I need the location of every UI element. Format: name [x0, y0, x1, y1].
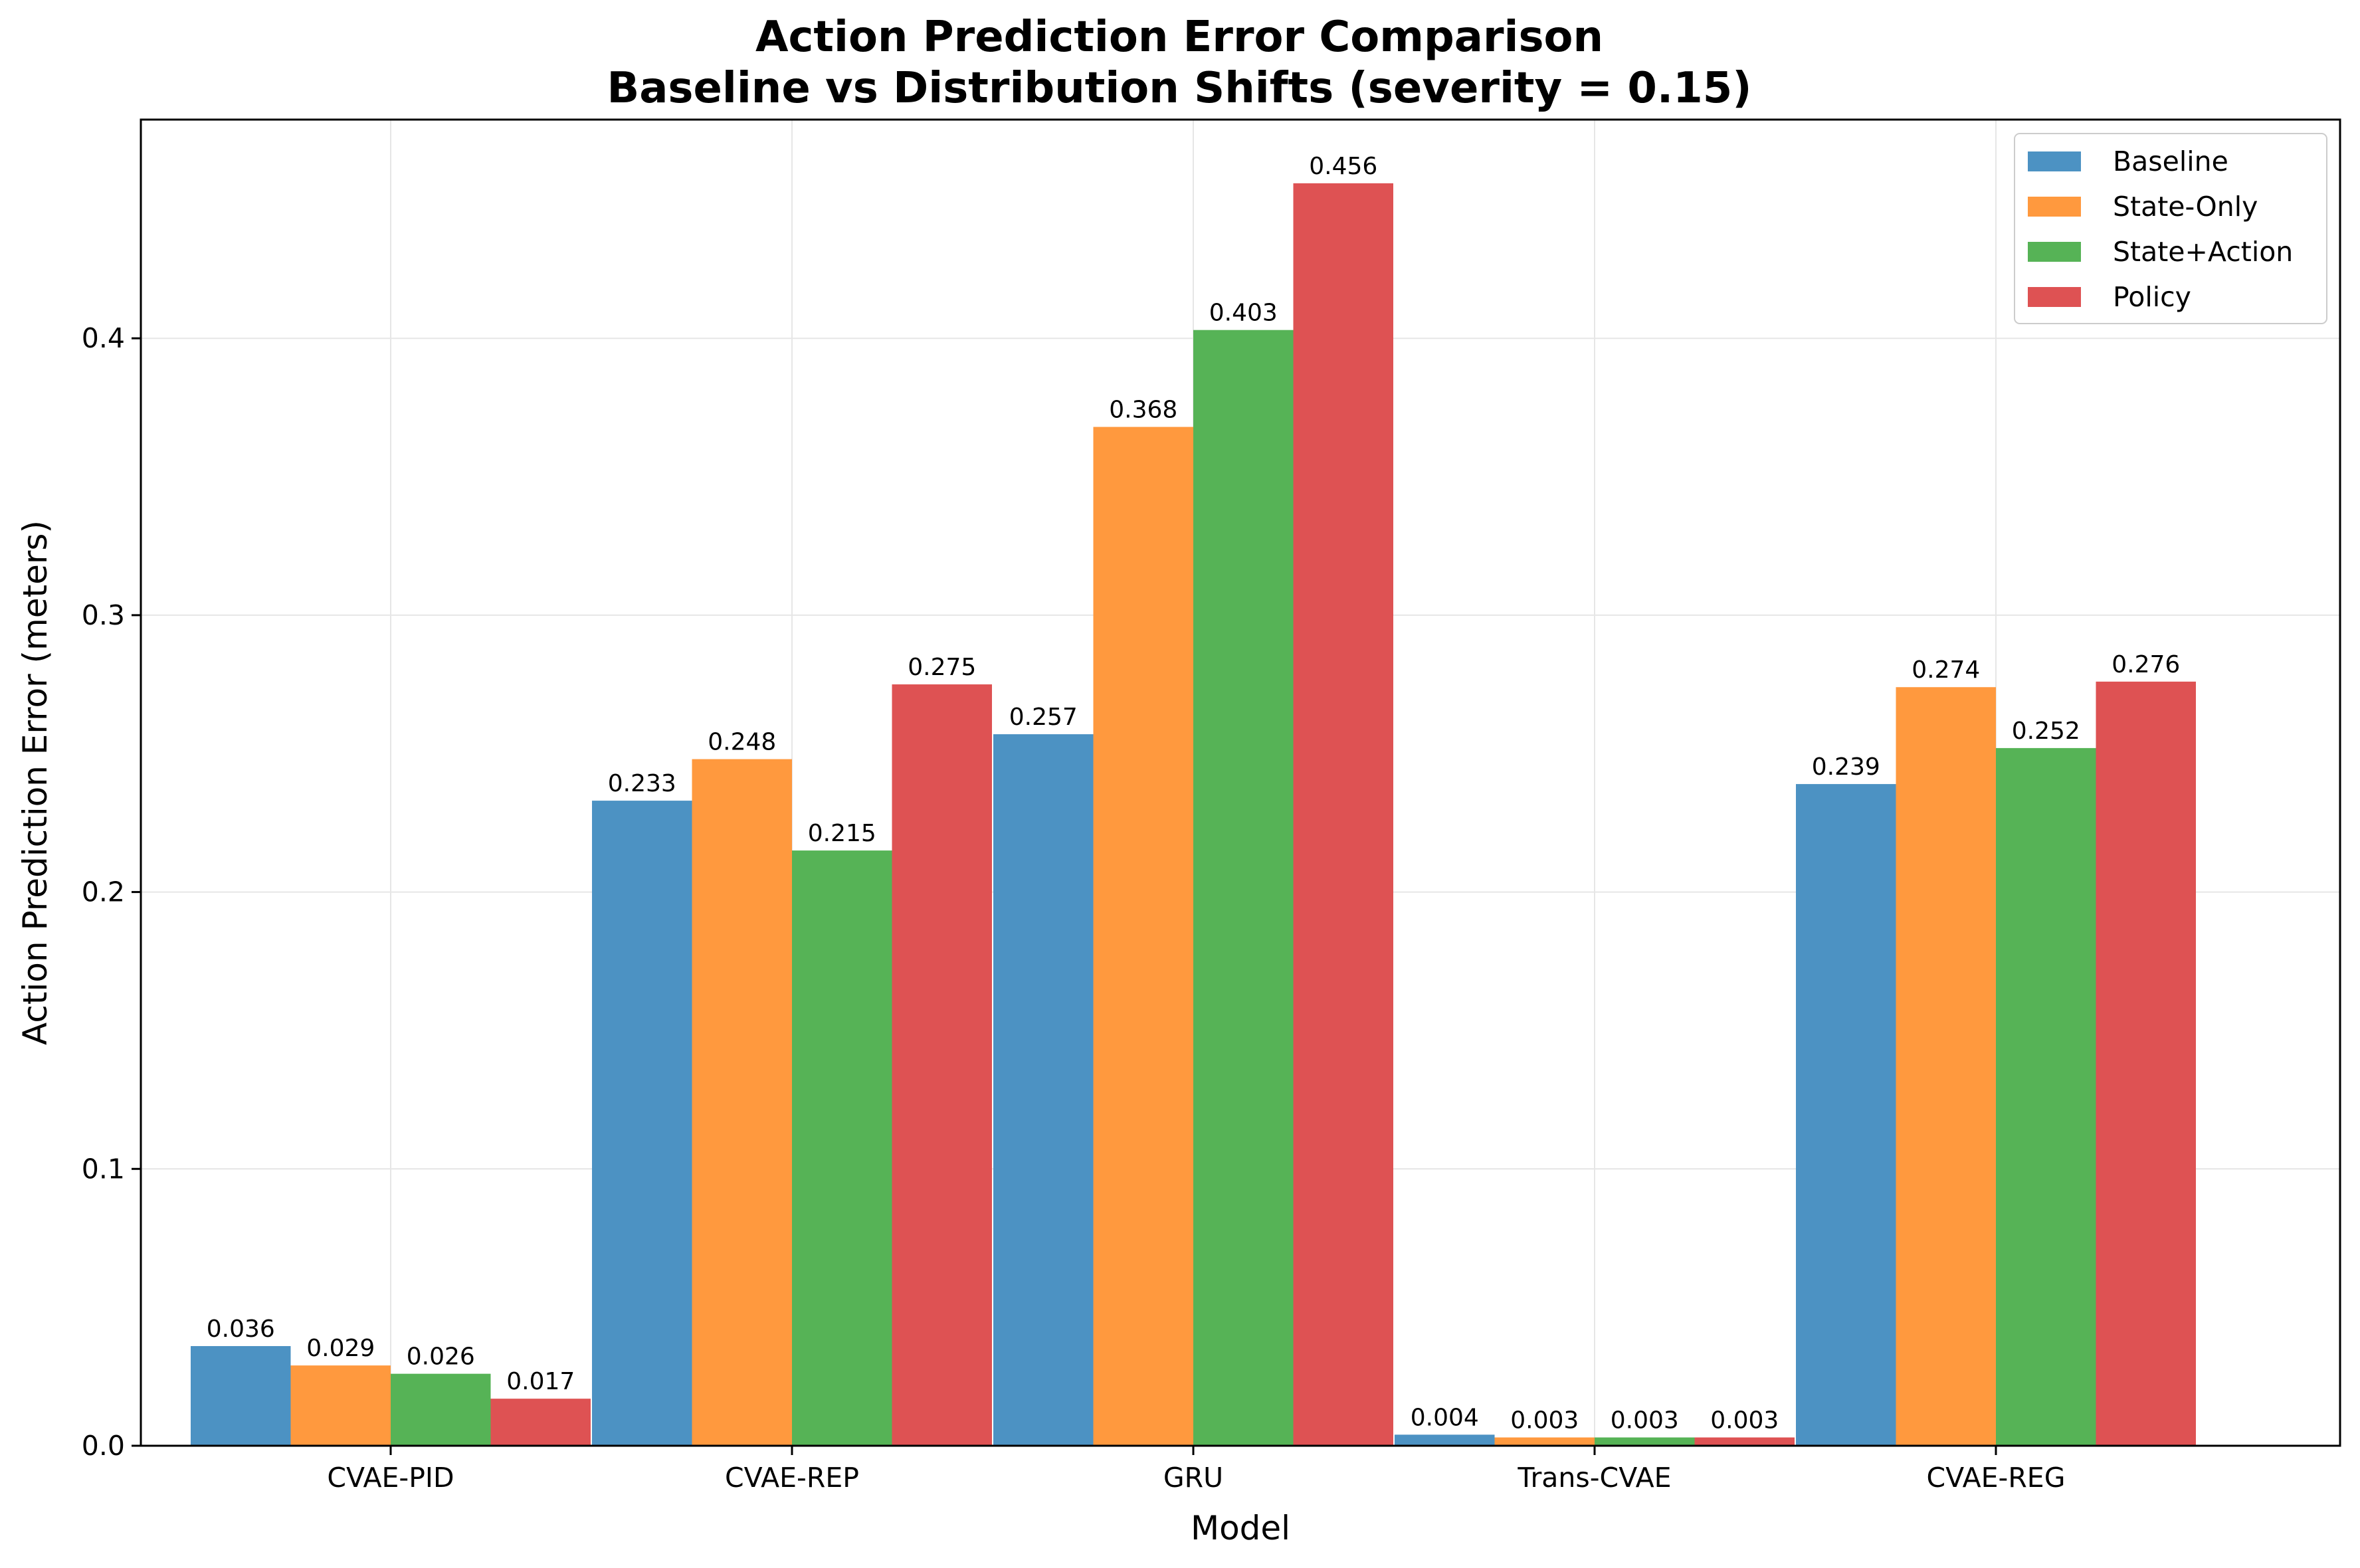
bar-value-label: 0.004 [1411, 1404, 1479, 1431]
legend-swatch [2028, 287, 2081, 307]
bar-value-label: 0.003 [1710, 1407, 1779, 1434]
bar-value-label: 0.252 [2012, 718, 2080, 745]
bar-value-label: 0.274 [1912, 656, 1980, 684]
legend-box [2014, 133, 2327, 324]
legend: Baseline State-Only State+Action Policy [2014, 133, 2327, 324]
bar [792, 850, 892, 1446]
axes: 0.0 0.1 0.2 0.3 0.4 CVAE-PID CVAE-REP GRU Trans-… [82, 322, 2066, 1494]
x-tick-label: CVAE-REG [1927, 1462, 2066, 1494]
bar [1595, 1437, 1695, 1446]
bar [1293, 183, 1393, 1446]
bar-value-label: 0.017 [506, 1368, 575, 1395]
y-tick-label: 0.3 [82, 599, 125, 631]
bar [1193, 330, 1294, 1446]
x-axis-label: Model [1191, 1509, 1290, 1547]
bar-value-label: 0.029 [306, 1335, 375, 1362]
bar [892, 684, 992, 1446]
y-tick-label: 0.4 [82, 322, 125, 354]
y-axis-label: Action Prediction Error (meters) [16, 520, 54, 1045]
bar-value-label: 0.275 [908, 654, 976, 681]
bar-value-label: 0.026 [407, 1343, 475, 1371]
bar-value-label: 0.257 [1009, 704, 1078, 731]
bar [191, 1345, 291, 1446]
bar [993, 734, 1094, 1446]
bar [2096, 681, 2196, 1446]
bar [692, 759, 792, 1446]
legend-swatch [2028, 242, 2081, 262]
x-tick-label: GRU [1163, 1462, 1223, 1494]
bar [1996, 747, 2096, 1446]
bar-value-label: 0.403 [1209, 300, 1278, 327]
plot-frame [140, 118, 2341, 1447]
legend-swatch [2028, 151, 2081, 171]
bar-value-label: 0.368 [1109, 397, 1177, 424]
legend-label: Baseline [2113, 146, 2228, 177]
bar [1896, 687, 1996, 1446]
bar [391, 1373, 491, 1446]
bar [290, 1365, 391, 1446]
x-tick-label: CVAE-PID [327, 1462, 454, 1494]
bar-value-label: 0.215 [808, 820, 876, 847]
bars [191, 183, 2196, 1446]
bar-value-label: 0.456 [1309, 153, 1377, 180]
bar [592, 801, 692, 1446]
chart-title: Action Prediction Error Comparison [755, 13, 1603, 62]
legend-label: State-Only [2113, 191, 2258, 223]
bar-value-label: 0.003 [1510, 1407, 1579, 1434]
bar [1494, 1437, 1595, 1446]
bar-value-label: 0.276 [2112, 651, 2180, 678]
bar [1395, 1434, 1495, 1446]
bar [1694, 1437, 1795, 1446]
bar-value-label: 0.248 [708, 729, 776, 756]
legend-label: State+Action [2113, 236, 2293, 268]
y-tick-label: 0.0 [82, 1430, 125, 1462]
legend-label: Policy [2113, 281, 2191, 313]
x-tick-label: CVAE-REP [725, 1462, 859, 1494]
bar [1796, 784, 1896, 1446]
value-labels: 0.036 0.029 0.026 0.017 0.233 0.248 0.215 0.275… [207, 153, 2181, 1434]
y-tick-label: 0.1 [82, 1153, 125, 1185]
bar-value-label: 0.003 [1611, 1407, 1679, 1434]
bar [1093, 427, 1193, 1446]
bar [490, 1399, 591, 1446]
legend-swatch [2028, 197, 2081, 217]
bar-value-label: 0.036 [207, 1316, 275, 1343]
y-tick-label: 0.2 [82, 876, 125, 908]
bar-value-label: 0.233 [608, 770, 676, 797]
chart-subtitle: Baseline vs Distribution Shifts (severit… [607, 64, 1751, 113]
bar-value-label: 0.239 [1812, 753, 1880, 781]
x-tick-label: Trans-CVAE [1517, 1462, 1671, 1494]
